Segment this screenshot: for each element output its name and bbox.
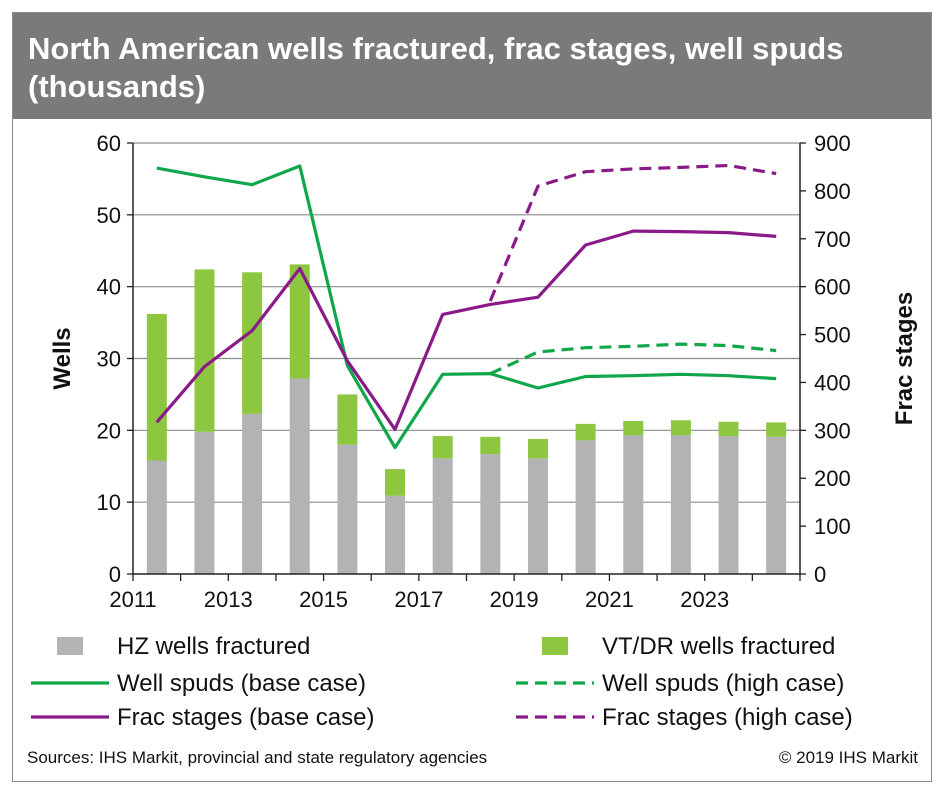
bar-vtdr-2016 [385, 469, 406, 496]
y-axis-title: Wells [49, 327, 76, 389]
x-tick-label: 2017 [394, 587, 443, 612]
gridlines [133, 142, 800, 503]
bar-vtdr-2023 [718, 421, 739, 437]
x-tick-label: 2019 [490, 587, 539, 612]
bar-hz-2013 [242, 413, 263, 574]
y2-tick-label: 400 [814, 370, 851, 395]
x-tick-label: 2013 [204, 587, 253, 612]
bar-hz-2020 [575, 440, 596, 574]
bar-vtdr-2022 [670, 420, 691, 436]
y2-tick-label: 100 [814, 514, 851, 539]
y2-tick-label: 900 [814, 131, 851, 156]
legend-swatch-hz-wells-fractured [57, 637, 83, 655]
bar-vtdr-2021 [623, 420, 644, 436]
bar-hz-2016 [385, 495, 406, 574]
bar-vtdr-2012 [194, 269, 215, 432]
axes: 0102030405060010020030040050060070080090… [49, 131, 918, 612]
legend-label-frac-stages-base-case: Frac stages (base case) [117, 704, 374, 731]
y-tick-label: 0 [109, 562, 121, 587]
y2-tick-label: 800 [814, 179, 851, 204]
bar-hz-2014 [289, 378, 310, 574]
bar-vtdr-2017 [432, 436, 453, 459]
bar-hz-2023 [718, 436, 739, 574]
bar-hz-2015 [337, 444, 358, 574]
y-tick-label: 60 [97, 131, 121, 156]
bar-vtdr-2011 [146, 313, 167, 461]
line-well-spuds-base [156, 164, 777, 450]
legend-label-well-spuds-base-case: Well spuds (base case) [117, 670, 366, 697]
bar-hz-2019 [527, 458, 548, 574]
bar-hz-2022 [670, 435, 691, 574]
x-tick-label: 2011 [109, 587, 156, 612]
y2-axis-title: Frac stages [891, 292, 918, 425]
y-tick-label: 30 [97, 347, 121, 372]
x-tick-label: 2023 [680, 587, 729, 612]
x-tick-label: 2015 [299, 587, 348, 612]
line-frac-stages-base [155, 229, 777, 431]
bar-hz-2024 [766, 436, 787, 574]
bar-vtdr-2019 [527, 438, 548, 459]
y2-tick-label: 300 [814, 418, 851, 443]
bar-vtdr-2024 [766, 422, 787, 437]
x-tick-label: 2021 [585, 587, 634, 612]
chart-title: North American wells fractured, frac sta… [28, 31, 844, 104]
title-bar [13, 13, 931, 119]
y2-tick-label: 600 [814, 275, 851, 300]
bar-hz-2017 [432, 458, 453, 574]
y-tick-label: 50 [97, 203, 121, 228]
bar-vtdr-2018 [480, 436, 501, 455]
legend-label-well-spuds-high-case: Well spuds (high case) [602, 670, 844, 697]
bar-vtdr-2015 [337, 394, 358, 445]
y-tick-label: 20 [97, 418, 121, 443]
y-tick-label: 10 [97, 490, 121, 515]
legend-label-frac-stages-high-case: Frac stages (high case) [602, 704, 853, 731]
bar-hz-2021 [623, 435, 644, 574]
legend-label-hz-wells-fractured: HZ wells fractured [117, 633, 310, 660]
bar-vtdr-2020 [575, 423, 596, 441]
legend-label-vt-dr-wells-fractured: VT/DR wells fractured [602, 633, 835, 660]
legend-swatch-vt-dr-wells-fractured [542, 637, 568, 655]
bar-vtdr-2013 [242, 272, 263, 414]
y2-tick-label: 0 [814, 562, 826, 587]
copyright: © 2019 IHS Markit [778, 748, 918, 767]
y2-tick-label: 200 [814, 466, 851, 491]
y2-tick-label: 500 [814, 323, 851, 348]
bar-vtdr-2014 [289, 264, 310, 379]
bars [146, 264, 787, 574]
bar-hz-2012 [194, 431, 215, 574]
line-frac-stages-high [488, 163, 777, 302]
sources-note: Sources: IHS Markit, provincial and stat… [27, 748, 488, 767]
bar-hz-2011 [146, 460, 167, 574]
lines [155, 163, 777, 450]
y2-tick-label: 700 [814, 227, 851, 252]
bar-hz-2018 [480, 454, 501, 574]
legend: HZ wells fractured VT/DR wells fractured W… [31, 633, 853, 731]
y-tick-label: 40 [97, 275, 121, 300]
